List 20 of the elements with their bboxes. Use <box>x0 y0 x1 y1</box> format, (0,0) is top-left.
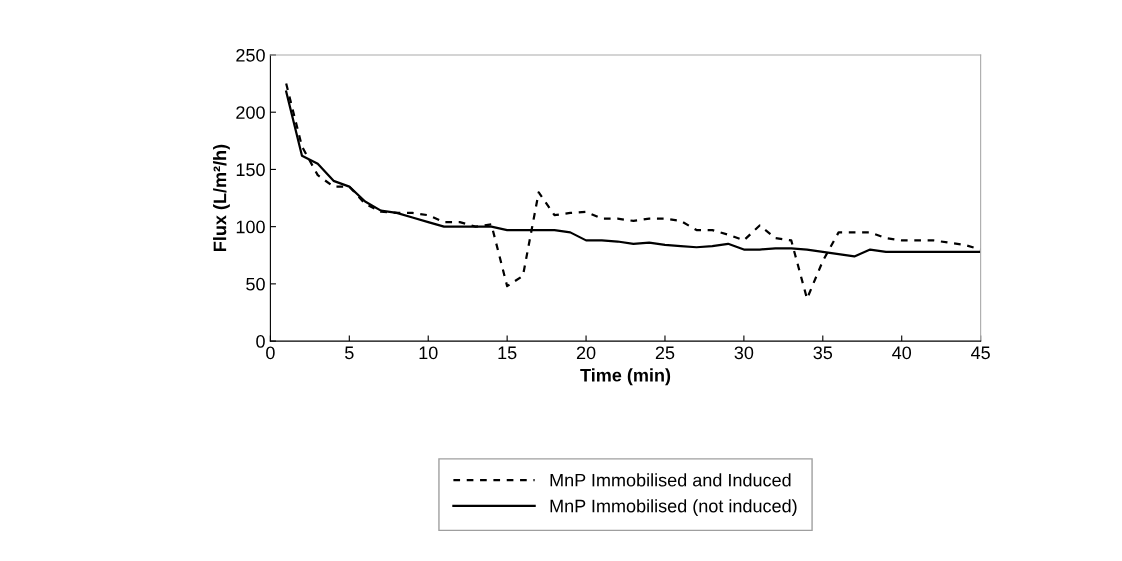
x-tick-label: 20 <box>576 346 596 360</box>
legend-label: MnP Immobilised and Induced <box>550 473 791 487</box>
y-tick-label: 250 <box>236 48 265 62</box>
x-tick-label: 35 <box>813 346 833 360</box>
x-tick-label: 0 <box>266 346 275 360</box>
x-tick-label: 30 <box>734 346 754 360</box>
y-axis-title: Flux (L/m²/h) <box>213 144 230 251</box>
x-axis-title: Time (min) <box>580 368 671 386</box>
legend-label: MnP Immobilised (not induced) <box>550 499 797 516</box>
y-tick-label: 50 <box>246 277 265 291</box>
x-tick-label: 45 <box>971 346 990 360</box>
y-tick-label: 150 <box>236 163 265 177</box>
x-tick-label: 40 <box>892 346 912 360</box>
x-tick-label: 5 <box>345 346 354 360</box>
y-tick-label: 100 <box>236 220 265 234</box>
y-tick-label: 0 <box>256 335 265 348</box>
x-tick-label: 25 <box>655 346 675 360</box>
x-tick-label: 10 <box>419 346 438 360</box>
x-tick-label: 15 <box>498 346 517 360</box>
y-tick-label: 200 <box>236 106 265 119</box>
